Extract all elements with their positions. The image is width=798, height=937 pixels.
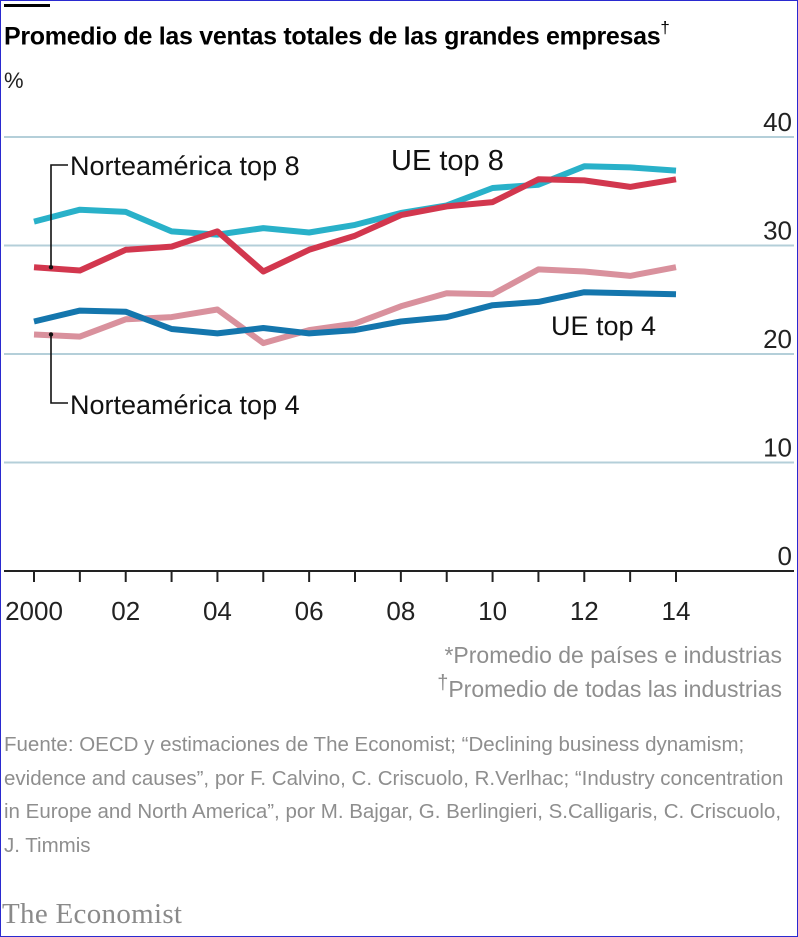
y-tick-label-30: 30 [763, 216, 792, 246]
source-text: Fuente: OECD y estimaciones de The Econo… [4, 733, 784, 857]
footnote-2: †Promedio de todas las industrias [182, 672, 782, 703]
footnote-1: *Promedio de países e industrias [444, 642, 782, 668]
footnote-2-text: Promedio de todas las industrias [448, 676, 782, 702]
series-line-ue-top-8 [33, 163, 677, 238]
brand-logo: The Economist [2, 898, 183, 930]
y-tick-label-10: 10 [763, 433, 792, 463]
x-tick-label-2010: 10 [478, 596, 507, 626]
footnote-dagger: † [437, 672, 449, 694]
x-tick-label-2006: 06 [295, 596, 324, 626]
series-line-ue-top-4 [33, 289, 677, 337]
x-tick-label-2008: 08 [386, 596, 415, 626]
x-tick-label-2000: 2000 [5, 596, 63, 626]
x-tick-label-2012: 12 [570, 596, 599, 626]
x-tick-label-2014: 14 [662, 596, 691, 626]
leader-na-top8 [50, 164, 68, 266]
chart-title: Promedio de las ventas totales de las gr… [4, 18, 670, 51]
leader-na-top4 [50, 336, 68, 404]
label-ue-top8: UE top 8 [391, 145, 504, 177]
leader-dot-na-top8 [48, 265, 54, 270]
label-na-top4: Norteamérica top 4 [70, 390, 300, 420]
x-tick-label-2002: 02 [111, 596, 140, 626]
y-unit-label: % [4, 68, 24, 93]
header-rule [4, 4, 50, 7]
x-tick-label-2004: 04 [203, 596, 232, 626]
y-tick-label-40: 40 [763, 107, 792, 137]
line-chart: 0 10 20 30 40 2000 02 04 06 08 10 12 14 UE top 8 Nor… [4, 107, 794, 626]
y-tick-label-0: 0 [778, 541, 792, 571]
y-tick-label-20: 20 [763, 324, 792, 354]
label-na-top8: Norteamérica top 8 [70, 151, 300, 181]
leader-dot-na-top4 [48, 332, 54, 337]
series-line-norteamrica-top-8 [33, 176, 677, 275]
title-dagger: † [660, 18, 670, 37]
label-ue-top4: UE top 4 [551, 311, 656, 341]
